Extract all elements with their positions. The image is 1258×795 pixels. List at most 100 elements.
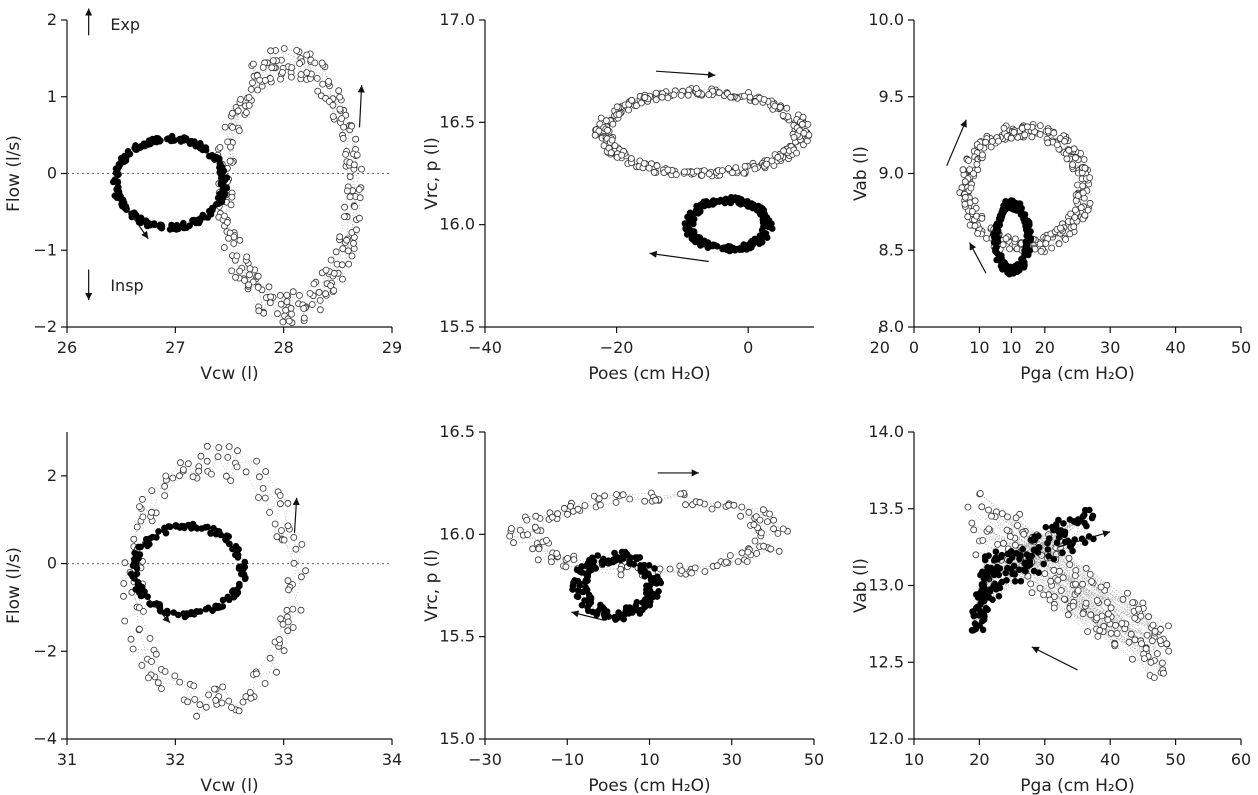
- data-point-open: [708, 505, 716, 513]
- data-point-open: [1059, 574, 1067, 582]
- data-point-open: [273, 310, 281, 318]
- data-point-open: [255, 473, 263, 481]
- data-point-open: [1129, 599, 1137, 606]
- data-point-filled: [176, 136, 183, 143]
- data-point-open: [179, 466, 187, 474]
- data-point-open: [554, 510, 561, 518]
- data-point-open: [1063, 155, 1071, 163]
- data-point-open: [220, 212, 228, 220]
- data-point-open: [970, 170, 977, 178]
- data-point-open: [718, 167, 726, 175]
- x-tick-label: 0: [909, 338, 919, 357]
- data-point-open: [1011, 541, 1019, 549]
- data-point-open: [581, 502, 589, 509]
- x-tick-label: 31: [57, 750, 77, 769]
- data-point-open: [976, 143, 984, 151]
- data-point-open: [285, 317, 293, 325]
- data-point-open: [775, 547, 783, 555]
- series-filled: [968, 548, 1001, 634]
- data-point-filled: [229, 588, 236, 595]
- data-point-filled: [645, 562, 653, 569]
- data-point-filled: [1042, 523, 1050, 531]
- data-point-filled: [121, 157, 129, 165]
- data-point-open: [339, 275, 346, 283]
- x-tick-label: 40: [1100, 750, 1120, 769]
- data-point-open: [162, 472, 170, 480]
- data-point-open: [161, 492, 169, 500]
- data-point-open: [1074, 192, 1082, 200]
- data-point-filled: [696, 207, 704, 214]
- data-point-filled: [1044, 539, 1051, 547]
- y-tick-label: −4: [33, 729, 57, 748]
- data-point-filled: [207, 530, 215, 537]
- data-point-open: [1081, 164, 1089, 172]
- data-point-open: [246, 271, 253, 279]
- data-point-filled: [1088, 514, 1096, 522]
- data-point-filled: [585, 568, 592, 576]
- data-point-open: [601, 492, 608, 500]
- data-point-filled: [574, 593, 582, 601]
- data-point-open: [995, 137, 1002, 145]
- data-point-open: [225, 443, 233, 451]
- data-point-open: [1148, 637, 1156, 645]
- data-point-open: [751, 537, 759, 545]
- data-point-open: [1143, 631, 1151, 639]
- data-point-open: [1003, 526, 1011, 534]
- data-point-open: [221, 123, 229, 131]
- x-axis-label: Pga (cm H₂O): [1020, 776, 1134, 795]
- data-point-open: [738, 549, 746, 557]
- data-point-filled: [1007, 565, 1015, 573]
- data-point-open: [295, 291, 303, 299]
- data-point-open: [234, 447, 241, 455]
- data-point-open: [994, 541, 1001, 548]
- data-point-open: [241, 276, 248, 284]
- data-point-open: [1080, 156, 1088, 163]
- data-point-open: [1007, 134, 1015, 142]
- data-point-open: [262, 468, 270, 475]
- data-point-open: [1065, 554, 1073, 562]
- data-point-open: [148, 658, 155, 665]
- data-point-filled: [594, 552, 601, 559]
- data-point-open: [1081, 211, 1089, 219]
- data-point-filled: [137, 214, 145, 222]
- x-tick-label: 30: [722, 750, 742, 769]
- data-point-open: [284, 499, 292, 507]
- data-point-filled: [998, 210, 1005, 218]
- data-point-open: [1113, 630, 1121, 637]
- data-point-open: [338, 261, 346, 269]
- data-point-open: [626, 495, 634, 503]
- data-point-open: [227, 201, 235, 209]
- data-point-open: [1125, 638, 1133, 646]
- data-point-open: [692, 85, 700, 92]
- data-point-open: [1021, 131, 1029, 139]
- y-tick-label: −2: [33, 317, 57, 336]
- data-point-filled: [727, 243, 734, 250]
- data-point-open: [1129, 655, 1136, 663]
- data-point-filled: [589, 608, 596, 616]
- data-point-open: [336, 105, 344, 113]
- y-tick-label: 13.5: [868, 499, 904, 518]
- data-point-open: [625, 106, 632, 114]
- data-point-open: [345, 260, 353, 268]
- data-point-filled: [569, 582, 577, 590]
- data-point-filled: [213, 201, 220, 208]
- data-point-filled: [655, 588, 662, 595]
- data-point-open: [136, 503, 143, 511]
- data-point-open: [727, 93, 735, 101]
- data-point-filled: [149, 533, 156, 541]
- data-point-open: [245, 94, 253, 101]
- data-point-open: [779, 525, 787, 533]
- data-point-open: [570, 556, 578, 563]
- data-point-open: [677, 92, 685, 99]
- data-point-filled: [1016, 566, 1023, 573]
- series-open: [214, 45, 365, 327]
- series-filled: [990, 197, 1035, 278]
- data-point-filled: [1061, 538, 1069, 546]
- data-point-open: [273, 668, 280, 676]
- x-tick-label: 10: [969, 338, 989, 357]
- data-point-filled: [212, 602, 220, 610]
- data-point-open: [611, 142, 619, 150]
- data-point-open: [289, 624, 297, 631]
- data-point-open: [329, 101, 337, 109]
- data-point-open: [138, 662, 146, 669]
